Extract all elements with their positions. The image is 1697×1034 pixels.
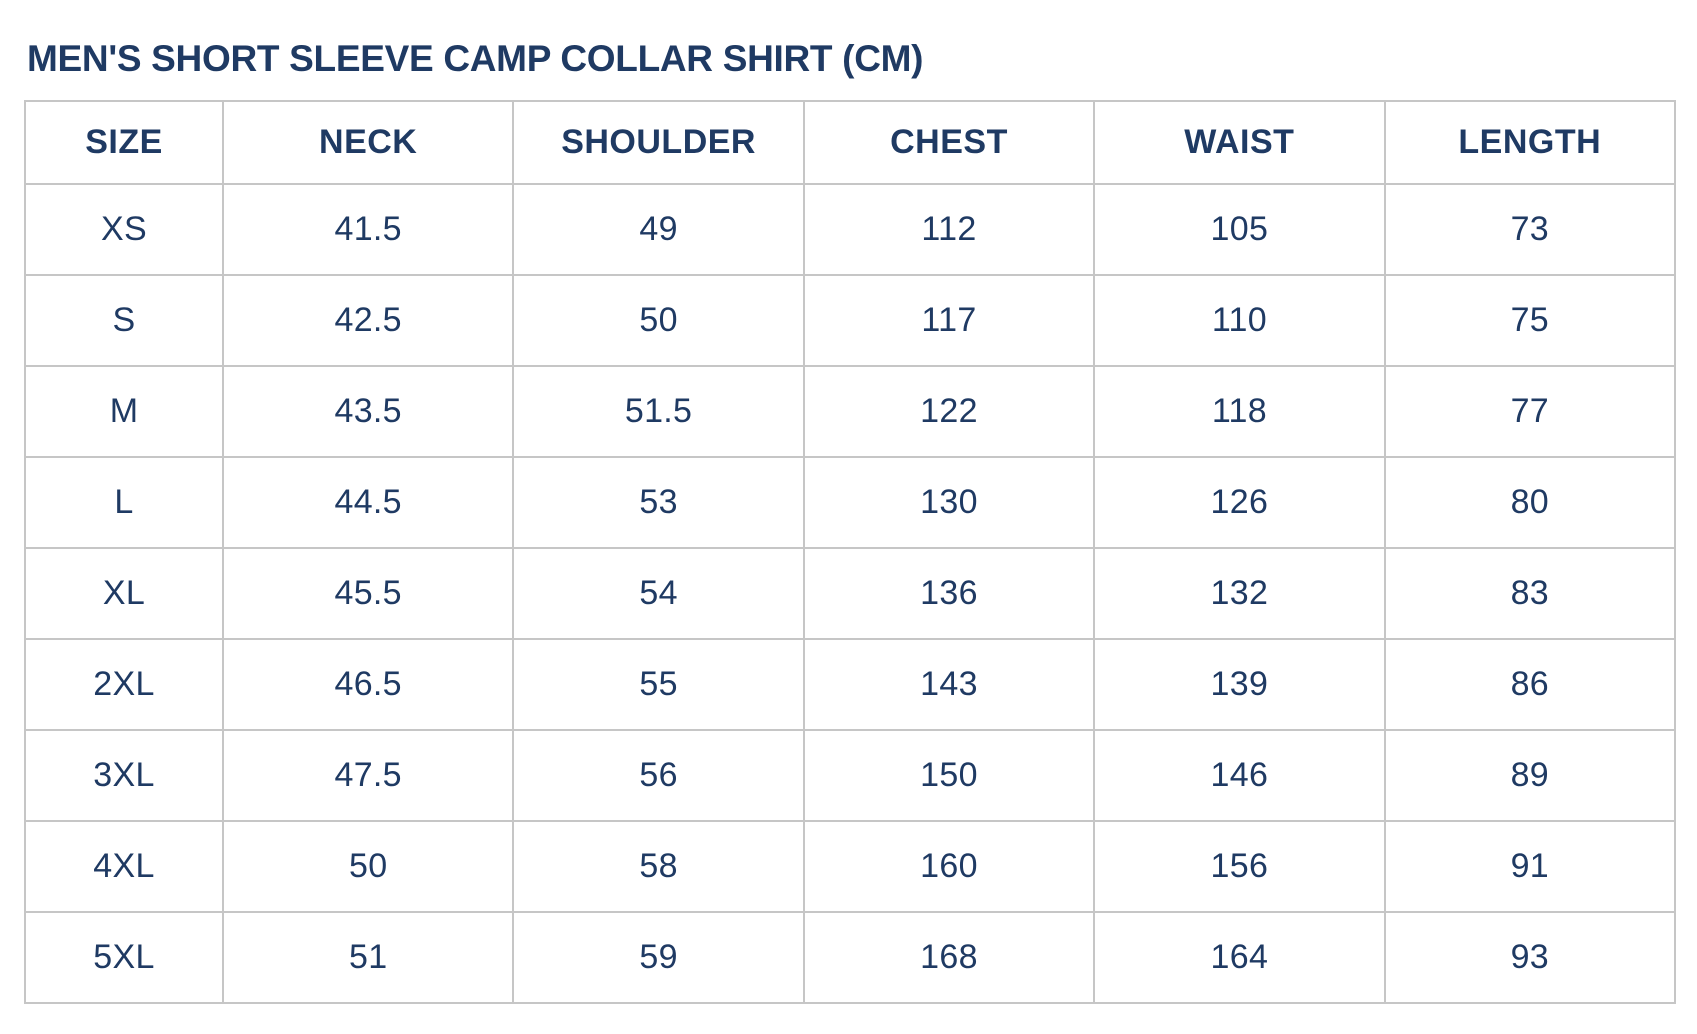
- size-label-xl: XL: [24, 547, 224, 640]
- table-row-l: L 44.5 53 130 126 80: [24, 456, 1677, 549]
- cell-3xl-waist: 146: [1093, 729, 1386, 822]
- cell-2xl-waist: 139: [1093, 638, 1386, 731]
- cell-2xl-neck: 46.5: [221, 638, 515, 731]
- cell-s-chest: 117: [802, 274, 1096, 367]
- size-label-5xl: 5XL: [24, 911, 224, 1004]
- cell-l-neck: 44.5: [221, 456, 515, 549]
- cell-s-length: 75: [1383, 274, 1677, 367]
- cell-3xl-shoulder: 56: [512, 729, 805, 822]
- size-label-xs: XS: [24, 183, 224, 276]
- size-label-s: S: [24, 274, 224, 367]
- column-header-chest: CHEST: [802, 100, 1096, 185]
- cell-3xl-chest: 150: [802, 729, 1096, 822]
- cell-2xl-length: 86: [1383, 638, 1677, 731]
- cell-5xl-shoulder: 59: [512, 911, 805, 1004]
- cell-xs-waist: 105: [1093, 183, 1386, 276]
- size-label-3xl: 3XL: [24, 729, 224, 822]
- table-body: XS 41.5 49 112 105 73 S 42.5 50 117 110 75 M 43.5 51.5…: [24, 183, 1677, 1004]
- cell-xl-length: 83: [1383, 547, 1677, 640]
- header-row: SIZE NECK SHOULDER CHEST WAIST LENGTH: [24, 100, 1677, 185]
- table-row-s: S 42.5 50 117 110 75: [24, 274, 1677, 367]
- table-row-m: M 43.5 51.5 122 118 77: [24, 365, 1677, 458]
- column-header-waist: WAIST: [1093, 100, 1386, 185]
- column-header-neck: NECK: [221, 100, 515, 185]
- cell-m-length: 77: [1383, 365, 1677, 458]
- size-label-m: M: [24, 365, 224, 458]
- cell-xl-shoulder: 54: [512, 547, 805, 640]
- cell-m-shoulder: 51.5: [512, 365, 805, 458]
- table-row-2xl: 2XL 46.5 55 143 139 86: [24, 638, 1677, 731]
- cell-xs-length: 73: [1383, 183, 1677, 276]
- cell-xl-waist: 132: [1093, 547, 1386, 640]
- size-label-2xl: 2XL: [24, 638, 224, 731]
- cell-xs-neck: 41.5: [221, 183, 515, 276]
- table-row-4xl: 4XL 50 58 160 156 91: [24, 820, 1677, 913]
- cell-5xl-waist: 164: [1093, 911, 1386, 1004]
- cell-2xl-chest: 143: [802, 638, 1096, 731]
- cell-5xl-length: 93: [1383, 911, 1677, 1004]
- cell-xs-shoulder: 49: [512, 183, 805, 276]
- cell-m-chest: 122: [802, 365, 1096, 458]
- size-chart-table: SIZE NECK SHOULDER CHEST WAIST LENGTH XS 41.5 4…: [24, 100, 1677, 1004]
- cell-l-length: 80: [1383, 456, 1677, 549]
- size-label-l: L: [24, 456, 224, 549]
- cell-4xl-shoulder: 58: [512, 820, 805, 913]
- cell-3xl-length: 89: [1383, 729, 1677, 822]
- column-header-shoulder: SHOULDER: [512, 100, 805, 185]
- table-header: SIZE NECK SHOULDER CHEST WAIST LENGTH: [24, 100, 1677, 185]
- cell-2xl-shoulder: 55: [512, 638, 805, 731]
- cell-xl-chest: 136: [802, 547, 1096, 640]
- cell-5xl-neck: 51: [221, 911, 515, 1004]
- cell-xs-chest: 112: [802, 183, 1096, 276]
- table-row-xs: XS 41.5 49 112 105 73: [24, 183, 1677, 276]
- cell-m-waist: 118: [1093, 365, 1386, 458]
- cell-4xl-neck: 50: [221, 820, 515, 913]
- table-row-xl: XL 45.5 54 136 132 83: [24, 547, 1677, 640]
- cell-l-waist: 126: [1093, 456, 1386, 549]
- cell-s-waist: 110: [1093, 274, 1386, 367]
- cell-m-neck: 43.5: [221, 365, 515, 458]
- cell-s-shoulder: 50: [512, 274, 805, 367]
- cell-xl-neck: 45.5: [221, 547, 515, 640]
- table-row-5xl: 5XL 51 59 168 164 93: [24, 911, 1677, 1004]
- cell-3xl-neck: 47.5: [221, 729, 515, 822]
- cell-s-neck: 42.5: [221, 274, 515, 367]
- cell-l-shoulder: 53: [512, 456, 805, 549]
- cell-l-chest: 130: [802, 456, 1096, 549]
- size-label-4xl: 4XL: [24, 820, 224, 913]
- page-title: MEN'S SHORT SLEEVE CAMP COLLAR SHIRT (CM…: [27, 38, 924, 79]
- table-row-3xl: 3XL 47.5 56 150 146 89: [24, 729, 1677, 822]
- column-header-length: LENGTH: [1383, 100, 1677, 185]
- cell-4xl-length: 91: [1383, 820, 1677, 913]
- cell-5xl-chest: 168: [802, 911, 1096, 1004]
- column-header-size: SIZE: [24, 100, 224, 185]
- cell-4xl-waist: 156: [1093, 820, 1386, 913]
- cell-4xl-chest: 160: [802, 820, 1096, 913]
